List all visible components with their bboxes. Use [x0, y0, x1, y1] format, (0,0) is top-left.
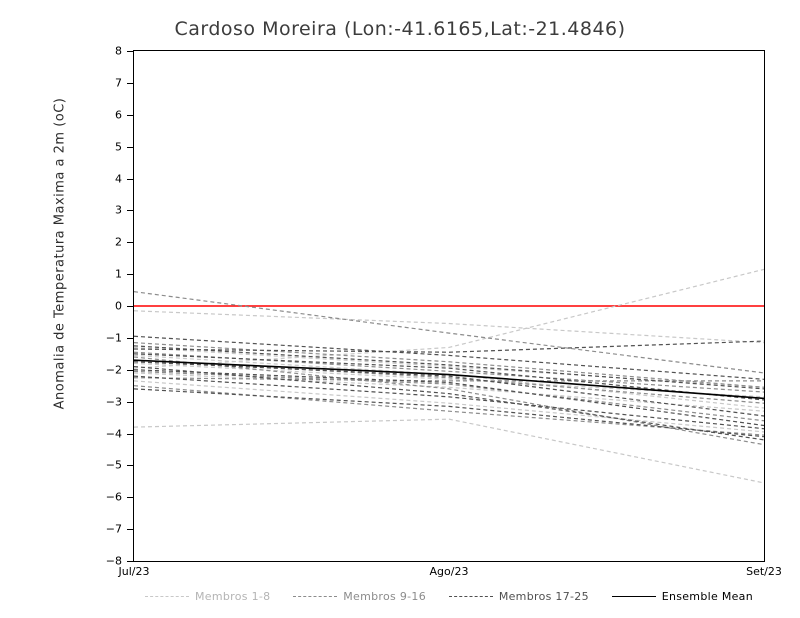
series-line: [134, 375, 764, 430]
y-tick-label: 2: [115, 235, 122, 249]
y-tick-mark: [127, 146, 133, 148]
y-tick-label: −4: [105, 427, 122, 440]
series-line: [134, 365, 764, 441]
legend-line-swatch: [293, 595, 338, 597]
series-line: [134, 359, 764, 400]
legend-label: Membros 9-16: [343, 589, 427, 603]
y-tick-label: 7: [115, 76, 122, 90]
chart-legend: Membros 1-8 Membros 9-16 Membros 17-25 Ense…: [133, 586, 765, 606]
y-tick-mark: [127, 114, 133, 116]
legend-item[interactable]: Membros 1-8: [145, 590, 270, 603]
legend-line-swatch: [611, 595, 656, 597]
x-tick-label: Set/23: [746, 565, 782, 578]
series-line: [134, 380, 764, 433]
series-line: [134, 310, 764, 344]
y-tick-label: 1: [115, 267, 122, 281]
legend-line-swatch: [145, 595, 189, 597]
plot-lines: [134, 268, 764, 484]
x-tick-label: Jul/23: [118, 565, 150, 578]
legend-label: Membros 17-25: [498, 589, 589, 603]
series-line: [134, 354, 764, 409]
series-line: [134, 268, 764, 369]
y-tick-label: −7: [105, 522, 122, 536]
legend-label: Membros 1-8: [195, 589, 271, 603]
y-tick-mark: [127, 401, 133, 403]
y-tick-label: −1: [105, 331, 122, 345]
series-line: [134, 369, 764, 427]
series-line: [134, 356, 764, 446]
y-tick-label: −6: [105, 490, 122, 504]
y-tick-mark: [127, 178, 133, 180]
legend-item[interactable]: Membros 17-25: [448, 589, 589, 603]
x-tick-label: Ago/23: [429, 565, 469, 578]
y-tick-label: 5: [115, 140, 122, 154]
y-tick-mark: [127, 306, 133, 307]
legend-item[interactable]: Membros 9-16: [293, 590, 426, 603]
chart-title: Cardoso Moreira (Lon:-41.6165,Lat:-21.48…: [174, 18, 626, 40]
series-line: [134, 335, 764, 380]
y-tick-mark: [127, 465, 133, 467]
y-tick-mark: [127, 561, 133, 562]
y-tick-mark: [127, 529, 133, 531]
y-tick-label: 0: [115, 299, 122, 313]
series-line: [134, 418, 764, 484]
y-tick-label: 6: [115, 108, 122, 122]
y-tick-mark: [127, 337, 133, 339]
series-line: [134, 340, 764, 353]
series-line: [134, 353, 764, 401]
series-line: [134, 345, 764, 390]
y-tick-mark: [127, 369, 133, 371]
y-tick-label: −2: [105, 363, 122, 377]
y-tick-mark: [127, 274, 133, 276]
y-tick-mark: [127, 242, 133, 244]
y-tick-mark: [127, 51, 133, 52]
y-tick-label: 3: [115, 203, 122, 217]
series-line: [134, 291, 764, 374]
legend-label: Ensemble Mean: [661, 589, 753, 603]
legend-line-swatch: [448, 595, 493, 597]
y-tick-mark: [127, 82, 133, 84]
y-tick-label: −3: [105, 395, 122, 409]
y-tick-label: −5: [105, 458, 122, 472]
plot-area: [133, 50, 765, 562]
legend-item[interactable]: Ensemble Mean: [611, 589, 753, 603]
y-tick-mark: [127, 210, 133, 212]
y-tick-label: 8: [115, 44, 122, 58]
y-tick-label: 4: [115, 172, 122, 185]
y-tick-mark: [127, 497, 133, 499]
series-line: [134, 388, 764, 438]
y-tick-label: −8: [105, 554, 122, 568]
series-line: [134, 361, 764, 417]
series-line: [134, 342, 764, 388]
y-tick-mark: [127, 433, 133, 435]
